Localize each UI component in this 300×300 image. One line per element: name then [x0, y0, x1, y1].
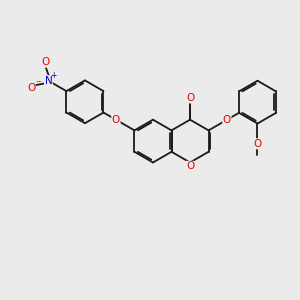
Text: N: N — [44, 76, 52, 86]
Text: O: O — [112, 115, 120, 125]
Text: O: O — [186, 93, 194, 103]
Text: O: O — [223, 115, 231, 125]
Text: O: O — [27, 83, 35, 93]
Text: O: O — [254, 139, 262, 149]
Text: +: + — [51, 71, 57, 80]
Text: O: O — [42, 57, 50, 67]
Text: O: O — [186, 161, 194, 171]
Text: −: − — [36, 80, 42, 85]
